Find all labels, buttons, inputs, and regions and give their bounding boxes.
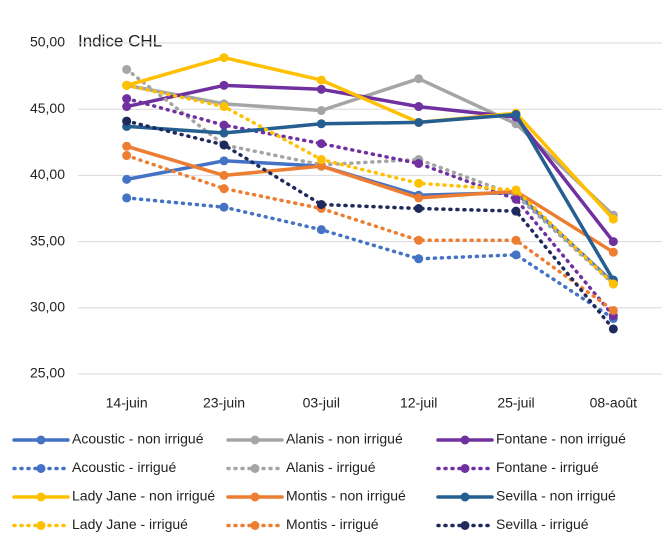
marker: [219, 80, 229, 90]
marker: [122, 141, 132, 151]
x-tick-label: 12-juil: [400, 395, 437, 411]
series-line: [124, 119, 616, 331]
legend-label: Alanis - non irrigué: [286, 431, 403, 447]
marker: [316, 155, 326, 165]
marker: [316, 200, 326, 210]
legend-marker: [460, 521, 470, 530]
marker: [219, 140, 229, 150]
marker: [414, 74, 424, 84]
marker: [219, 170, 229, 180]
marker: [414, 178, 424, 188]
marker: [122, 174, 132, 184]
marker: [608, 324, 618, 334]
legend-label: Acoustic - irrigué: [72, 459, 176, 475]
x-tick-label: 08-août: [590, 395, 638, 411]
marker: [219, 120, 229, 130]
legend-label: Acoustic - non irrigué: [72, 431, 204, 447]
x-tick-label: 25-juil: [497, 395, 534, 411]
legend-label: Fontane - irrigué: [496, 459, 599, 475]
legend-label: Montis - irrigué: [286, 516, 379, 532]
y-tick-label: 30,00: [30, 299, 65, 315]
legend-label: Fontane - non irrigué: [496, 431, 626, 447]
legend-label: Sevilla - irrigué: [496, 516, 589, 532]
marker: [414, 193, 424, 203]
marker: [608, 279, 618, 289]
marker: [511, 250, 521, 260]
legend-marker: [36, 435, 46, 445]
x-tick-label: 14-juin: [106, 395, 148, 411]
marker: [219, 102, 229, 112]
marker: [219, 128, 229, 138]
series-line: [124, 112, 616, 282]
marker: [122, 102, 132, 112]
marker: [122, 116, 132, 126]
y-tick-label: 45,00: [30, 100, 65, 116]
marker: [122, 80, 132, 90]
series-line: [124, 96, 616, 318]
marker: [511, 235, 521, 245]
y-tick-label: 35,00: [30, 232, 65, 248]
legend-marker: [36, 521, 46, 530]
y-tick-label: 50,00: [30, 34, 65, 50]
marker: [414, 102, 424, 112]
marker: [414, 254, 424, 264]
marker: [316, 139, 326, 149]
marker: [122, 64, 132, 74]
marker: [316, 106, 326, 116]
chart-title: Indice CHL: [78, 31, 162, 50]
marker: [316, 161, 326, 171]
legend-label: Sevilla - non irrigué: [496, 488, 616, 504]
marker: [511, 194, 521, 204]
marker: [219, 202, 229, 212]
legend-marker: [250, 492, 260, 502]
y-tick-label: 40,00: [30, 166, 65, 182]
series-line: [124, 83, 616, 286]
marker: [608, 247, 618, 257]
legend-label: Alanis - irrigué: [286, 459, 376, 475]
legend-marker: [250, 521, 260, 530]
legend-marker: [460, 492, 470, 502]
series-line: [124, 83, 616, 244]
marker: [122, 151, 132, 161]
legend-marker: [250, 435, 260, 445]
marker: [414, 117, 424, 127]
legend-label: Lady Jane - irrigué: [72, 516, 188, 532]
marker: [608, 305, 618, 315]
marker: [414, 158, 424, 168]
marker: [219, 184, 229, 194]
legend-marker: [36, 492, 46, 502]
marker: [608, 214, 618, 224]
legend-marker: [250, 464, 260, 473]
marker: [414, 235, 424, 245]
series-line: [124, 55, 616, 221]
marker: [219, 156, 229, 166]
marker: [608, 237, 618, 247]
marker: [511, 206, 521, 216]
series-line: [124, 144, 616, 254]
marker: [511, 185, 521, 195]
marker: [316, 225, 326, 235]
x-tick-label: 03-juil: [303, 395, 340, 411]
marker: [122, 94, 132, 104]
marker: [122, 193, 132, 203]
x-tick-label: 23-juin: [203, 395, 245, 411]
marker: [219, 53, 229, 63]
series-line: [124, 153, 616, 313]
marker: [316, 84, 326, 94]
legend-marker: [460, 435, 470, 445]
legend-marker: [36, 464, 46, 473]
legend-marker: [460, 464, 470, 473]
y-tick-label: 25,00: [30, 365, 65, 381]
marker: [316, 75, 326, 85]
marker: [316, 119, 326, 129]
legend-label: Lady Jane - non irrigué: [72, 488, 215, 504]
marker: [511, 109, 521, 119]
legend-label: Montis - non irrigué: [286, 488, 406, 504]
marker: [414, 204, 424, 213]
